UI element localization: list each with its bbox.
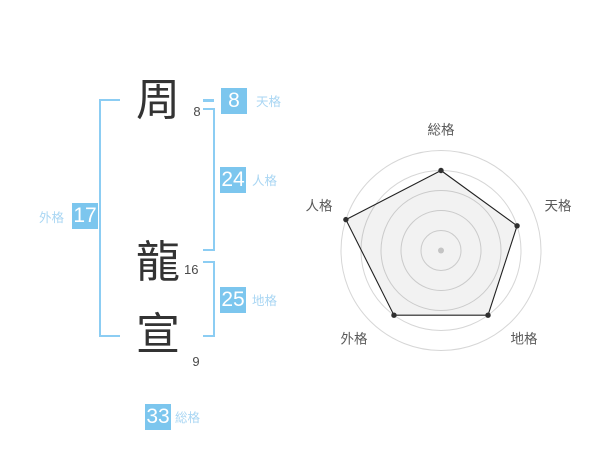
- radar-label-chikaku: 地格: [510, 331, 538, 347]
- radar-label-gaikaku: 外格: [340, 331, 368, 347]
- chikaku-bracket: [203, 261, 215, 337]
- stroke-count-3: 9: [192, 354, 200, 369]
- soukaku-value-box: 33: [145, 404, 171, 430]
- gaikaku-label: 外格: [39, 211, 65, 225]
- stroke-count-1: 8: [193, 104, 201, 119]
- name-char-3: 宣: [136, 310, 180, 359]
- chikaku-label: 地格: [252, 294, 278, 308]
- stroke-count-2: 16: [184, 262, 199, 277]
- radar-label-tenkaku: 天格: [544, 198, 572, 214]
- chikaku-value-box: 25: [220, 287, 246, 313]
- radar-label-jinkaku: 人格: [305, 198, 333, 214]
- gaikaku-value-box: 17: [72, 203, 98, 229]
- tenkaku-label: 天格: [256, 95, 282, 109]
- jinkaku-bracket: [203, 108, 215, 251]
- name-char-1: 周: [136, 76, 180, 125]
- tenkaku-dash: [203, 99, 214, 102]
- radar-label-soukaku: 総格: [427, 122, 455, 138]
- jinkaku-value-box: 24: [220, 167, 246, 193]
- jinkaku-label: 人格: [252, 174, 278, 188]
- soukaku-label: 総格: [175, 411, 201, 425]
- name-char-2: 龍: [136, 238, 180, 287]
- tenkaku-value-box: 8: [221, 88, 247, 114]
- gaikaku-bracket: [99, 99, 120, 337]
